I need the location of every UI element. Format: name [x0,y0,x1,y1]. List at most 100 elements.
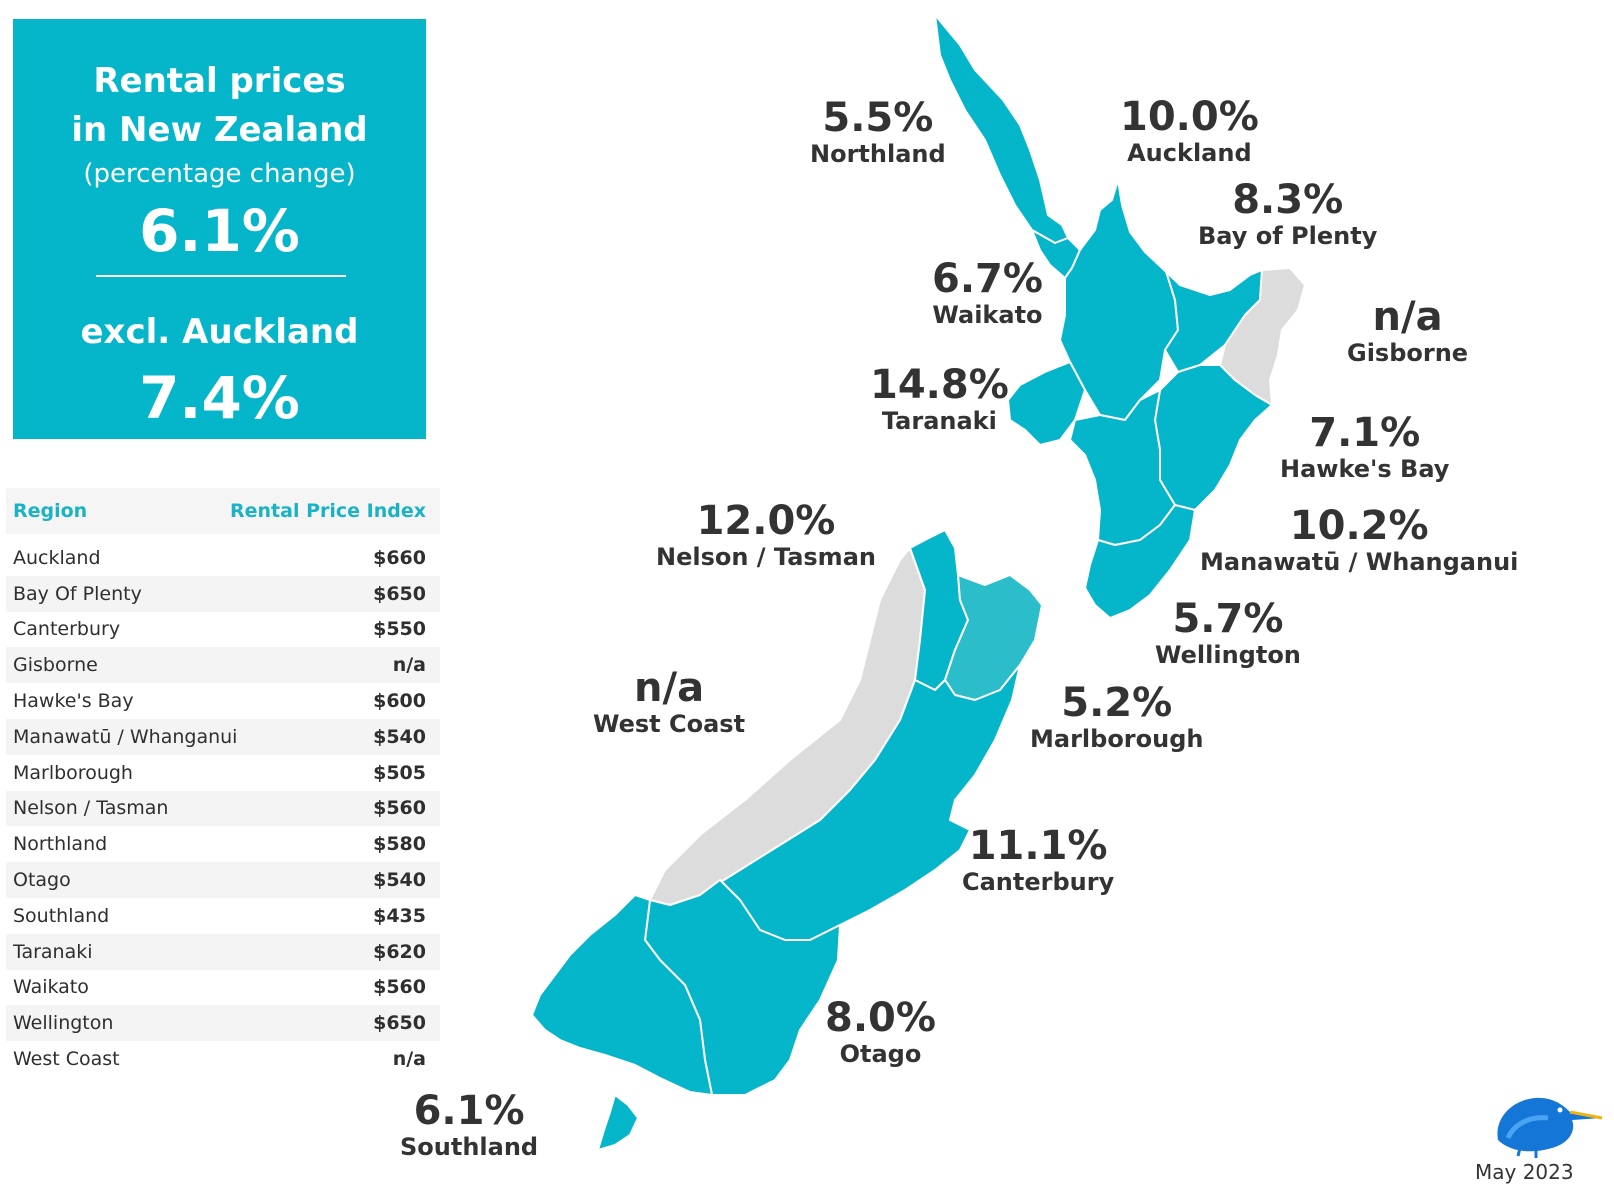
label-gisborne: n/a Gisborne [1347,296,1468,368]
manawatu-pct: 10.2% [1289,503,1429,549]
row-region: Waikato [13,976,89,999]
summary-panel: Rental prices in New Zealand (percentage… [13,19,426,439]
row-value: n/a [392,1048,426,1071]
region-marlborough [944,574,1043,701]
label-auckland: 10.0% Auckland [1120,96,1259,168]
summary-excl-change: 7.4% [139,364,300,432]
table-row: Taranaki $620 [6,933,440,970]
table-row: West Coast n/a [6,1041,440,1077]
region-stewart-island [597,1094,639,1151]
northland-pct: 5.5% [822,95,934,141]
region-northland [934,14,1069,244]
table-row: Hawke's Bay $600 [6,683,440,719]
summary-subtitle: (percentage change) [83,159,356,189]
table-row: Otago $540 [6,862,440,898]
northland-name: Northland [810,140,946,168]
southland-pct: 6.1% [413,1088,525,1134]
auckland-name: Auckland [1127,139,1252,167]
row-region: Wellington [13,1012,114,1035]
region-wellington [1084,504,1196,619]
row-region: Manawatū / Whanganui [13,725,238,748]
row-region: West Coast [13,1048,120,1071]
label-bay-of-plenty: 8.3% Bay of Plenty [1198,179,1377,251]
west-coast-pct: n/a [633,665,705,711]
row-region: Marlborough [13,761,133,784]
nelson-tasman-pct: 12.0% [696,498,836,544]
row-value: $560 [373,976,426,999]
table-row: Southland $435 [6,898,440,934]
table-row: Canterbury $550 [6,612,440,648]
west-coast-name: West Coast [593,710,746,738]
row-value: $620 [373,940,426,963]
summary-excl-label: excl. Auckland [80,312,359,352]
nelson-tasman-name: Nelson / Tasman [656,543,876,571]
column-header-index: Rental Price Index [230,500,426,522]
row-region: Canterbury [13,618,121,641]
summary-title-line2: in New Zealand [71,110,368,150]
table-row: Manawatū / Whanganui $540 [6,718,440,755]
row-region: Northland [13,833,108,856]
table-row: Auckland $660 [6,540,440,576]
otago-name: Otago [839,1040,922,1068]
row-value: n/a [392,654,426,677]
table-row: Waikato $560 [6,970,440,1006]
label-wellington: 5.7% Wellington [1155,598,1301,670]
summary-divider [96,275,346,277]
auckland-pct: 10.0% [1120,94,1259,140]
row-value: $540 [373,725,426,748]
row-region: Auckland [13,546,101,569]
bay-of-plenty-name: Bay of Plenty [1198,222,1378,250]
row-region: Southland [13,904,110,927]
hawkes-bay-pct: 7.1% [1309,410,1421,456]
gisborne-name: Gisborne [1347,339,1469,367]
table-header: Region Rental Price Index [6,488,440,534]
row-region: Otago [13,869,71,892]
bay-of-plenty-pct: 8.3% [1232,177,1344,223]
row-region: Taranaki [13,940,93,963]
marlborough-pct: 5.2% [1061,680,1173,726]
canterbury-pct: 11.1% [968,823,1108,869]
row-value: $560 [373,797,426,820]
row-value: $650 [373,1012,426,1035]
row-value: $650 [373,582,426,605]
row-value: $540 [373,869,426,892]
label-otago: 8.0% Otago [825,997,936,1069]
table-row: Northland $580 [6,826,440,862]
row-region: Nelson / Tasman [13,797,169,820]
label-northland: 5.5% Northland [810,97,946,169]
row-region: Bay Of Plenty [13,582,142,605]
taranaki-pct: 14.8% [870,362,1009,408]
table-body: Auckland $660 Bay Of Plenty $650 Canterbury $… [6,540,440,1077]
label-southland: 6.1% Southland [400,1090,538,1162]
region-southland [531,894,713,1096]
table-row: Wellington $650 [6,1005,440,1042]
waikato-name: Waikato [932,301,1043,329]
row-value: $600 [373,690,426,713]
otago-pct: 8.0% [825,995,936,1041]
manawatu-name: Manawatū / Whanganui [1200,548,1519,576]
canterbury-name: Canterbury [962,868,1115,896]
region-table: Region Rental Price Index Auckland $660 Ba… [6,488,440,1077]
row-value: $435 [373,904,426,927]
gisborne-pct: n/a [1372,294,1443,340]
column-header-region: Region [13,500,88,522]
table-row: Nelson / Tasman $560 [6,790,440,827]
wellington-name: Wellington [1155,641,1301,669]
southland-name: Southland [400,1133,539,1161]
label-waikato: 6.7% Waikato [932,258,1043,330]
row-value: $580 [373,833,426,856]
row-value: $505 [373,761,426,784]
label-taranaki: 14.8% Taranaki [870,364,1009,436]
waikato-pct: 6.7% [932,256,1043,302]
label-nelson-tasman: 12.0% Nelson / Tasman [656,500,876,572]
summary-title-line1: Rental prices [93,61,346,101]
row-value: $550 [373,618,426,641]
table-row: Marlborough $505 [6,755,440,791]
summary-overall-change: 6.1% [139,197,300,265]
label-canterbury: 11.1% Canterbury [962,825,1114,897]
row-region: Hawke's Bay [13,690,134,713]
footer-date: May 2023 [1475,1160,1574,1184]
marlborough-name: Marlborough [1030,725,1204,753]
hawkes-bay-name: Hawke's Bay [1280,455,1450,483]
row-region: Gisborne [13,654,98,677]
